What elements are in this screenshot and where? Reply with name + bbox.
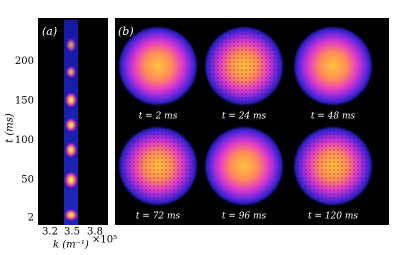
image-caption: t = 96 ms (222, 212, 267, 222)
x-tick-label: 3.5 (64, 227, 80, 238)
vortex-lattice (208, 30, 280, 102)
x-tick-label: 3.8 (87, 227, 103, 238)
image-caption: t = 72 ms (136, 212, 181, 222)
condensate-image (204, 126, 284, 206)
y-axis-label: t (ms) (5, 113, 16, 143)
heatmap-blobs (63, 37, 79, 222)
y-tick-label: 2 (28, 212, 34, 223)
condensate-image (118, 26, 198, 106)
image-caption: t = 48 ms (311, 112, 356, 122)
image-caption: t = 2 ms (139, 112, 178, 122)
x-multiplier: ×10⁵ (92, 235, 117, 246)
x-axis-label: k (m⁻¹) (53, 240, 89, 251)
image-caption: t = 24 ms (222, 112, 267, 122)
y-tick-label: 100 (15, 135, 34, 146)
panel-label: (a) (42, 25, 57, 38)
condensate-image (293, 26, 373, 106)
vortex-lattice (122, 130, 194, 202)
panel-label: (b) (118, 25, 134, 38)
y-tick-label: 150 (15, 96, 34, 107)
y-tick-label: 50 (21, 175, 34, 186)
vortex-lattice (297, 130, 369, 202)
x-tick-label: 3.2 (42, 227, 58, 238)
image-caption: t = 120 ms (308, 212, 358, 222)
y-tick-label: 200 (15, 56, 34, 67)
